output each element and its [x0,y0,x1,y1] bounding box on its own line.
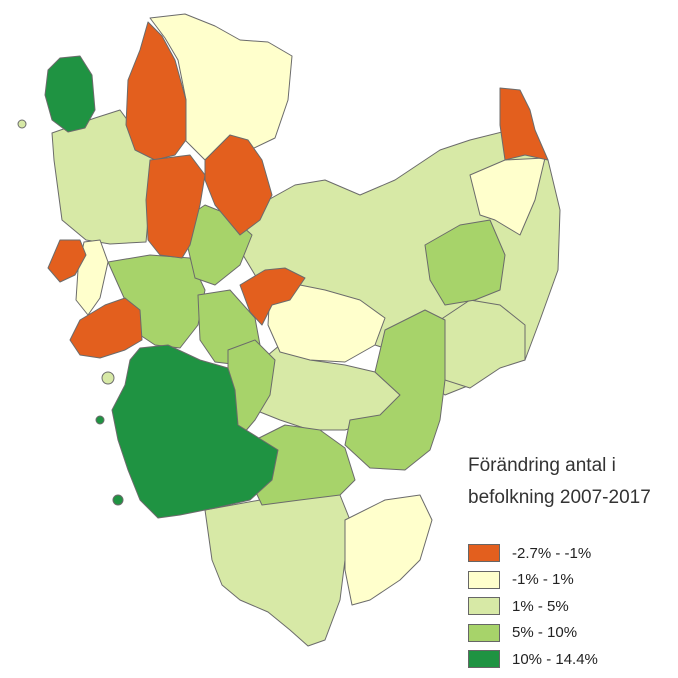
region-medium-east [424,219,506,306]
region-east-light [439,299,526,389]
legend-swatch [468,544,500,563]
legend-item: -1% - 1% [468,567,598,594]
legend-swatch [468,650,500,669]
region-orange-north [125,21,187,161]
legend-list: -2.7% - -1% -1% - 1% 1% - 5% 5% - 10% 10… [468,540,598,673]
island-1 [17,119,27,129]
region-orange-mid [239,267,306,326]
region-yellow-east [469,157,546,236]
legend-label: -2.7% - -1% [512,544,592,562]
island-2 [101,371,115,385]
legend-item: -2.7% - -1% [468,540,598,567]
legend-title-line1: Förändring antal i [468,455,616,476]
legend-item: 10% - 14.4% [468,646,598,673]
legend-title-line2: befolkning 2007-2017 [468,487,651,508]
legend-swatch [468,623,500,642]
legend-swatch [468,597,500,616]
region-orange-coast [69,297,143,359]
region-orange-northeast [499,87,549,161]
region-darkgreen-south [111,344,279,519]
legend-label: 10% - 14.4% [512,650,598,668]
legend-label: -1% - 1% [512,571,574,589]
region-south-light [204,489,351,647]
legend-swatch [468,570,500,589]
legend-title: Förändring antal i befolkning 2007-2017 [468,450,668,514]
legend-item: 5% - 10% [468,620,598,647]
region-yellow-south [344,494,433,606]
legend-label: 5% - 10% [512,624,578,642]
region-darkgreen-island [44,55,96,133]
region-yellow-center [267,284,386,363]
island-4 [112,494,124,506]
region-orange-coast-north [47,239,87,283]
region-orange-east [204,134,273,236]
legend-item: 1% - 5% [468,593,598,620]
region-orange-center [145,154,206,259]
region-medium-southeast [344,309,446,471]
legend-label: 1% - 5% [512,597,569,615]
island-3 [95,415,105,425]
